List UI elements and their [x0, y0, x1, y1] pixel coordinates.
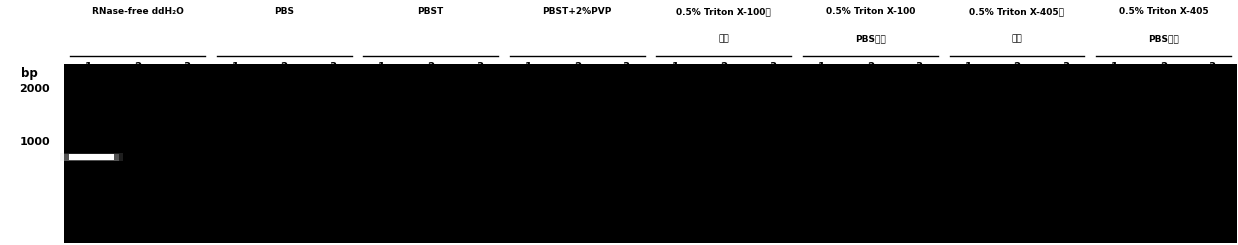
Text: 3: 3	[1208, 62, 1216, 73]
Bar	[69, 154, 114, 160]
Text: 2: 2	[721, 62, 728, 73]
Text: 2000: 2000	[20, 85, 50, 94]
Text: 2: 2	[134, 62, 141, 73]
Text: 溶液: 溶液	[1011, 34, 1023, 43]
Text: 3: 3	[475, 62, 483, 73]
Text: 1000: 1000	[20, 137, 50, 147]
Bar	[64, 154, 119, 161]
Text: 2: 2	[1160, 62, 1167, 73]
Text: 0.5% Triton X-405水: 0.5% Triton X-405水	[969, 7, 1065, 16]
Text: PBST+2%PVP: PBST+2%PVP	[542, 7, 612, 16]
Text: 0.5% Triton X-100: 0.5% Triton X-100	[826, 7, 915, 16]
Text: 3: 3	[623, 62, 630, 73]
Text: RNase-free ddH₂O: RNase-free ddH₂O	[92, 7, 183, 16]
Text: 1: 1	[1110, 62, 1118, 73]
Text: 2: 2	[573, 62, 581, 73]
Bar	[0, 0, 1238, 64]
Bar	[0, 0, 64, 245]
Text: 溶液: 溶液	[718, 34, 729, 43]
Text: PBS溶液: PBS溶液	[1148, 34, 1179, 43]
Text: 1: 1	[232, 62, 239, 73]
Text: PBS溶液: PBS溶液	[855, 34, 885, 43]
Text: 0.5% Triton X-100水: 0.5% Triton X-100水	[676, 7, 771, 16]
Bar	[64, 64, 1237, 243]
Text: 1: 1	[85, 62, 93, 73]
Text: 3: 3	[1062, 62, 1070, 73]
Text: PBS: PBS	[274, 7, 295, 16]
Text: 2: 2	[1014, 62, 1020, 73]
Text: PBST: PBST	[417, 7, 444, 16]
Text: 3: 3	[183, 62, 191, 73]
Text: 3: 3	[916, 62, 922, 73]
Text: 1: 1	[818, 62, 826, 73]
Text: 3: 3	[329, 62, 337, 73]
Text: bp: bp	[21, 67, 38, 80]
Bar	[59, 153, 124, 161]
Text: 0.5% Triton X-405: 0.5% Triton X-405	[1119, 7, 1208, 16]
Text: 1: 1	[379, 62, 385, 73]
Text: 2: 2	[427, 62, 435, 73]
Text: 3: 3	[769, 62, 776, 73]
Text: 2: 2	[281, 62, 287, 73]
Text: 1: 1	[671, 62, 678, 73]
Text: 1: 1	[525, 62, 532, 73]
Text: 2: 2	[867, 62, 874, 73]
Text: 1: 1	[964, 62, 972, 73]
